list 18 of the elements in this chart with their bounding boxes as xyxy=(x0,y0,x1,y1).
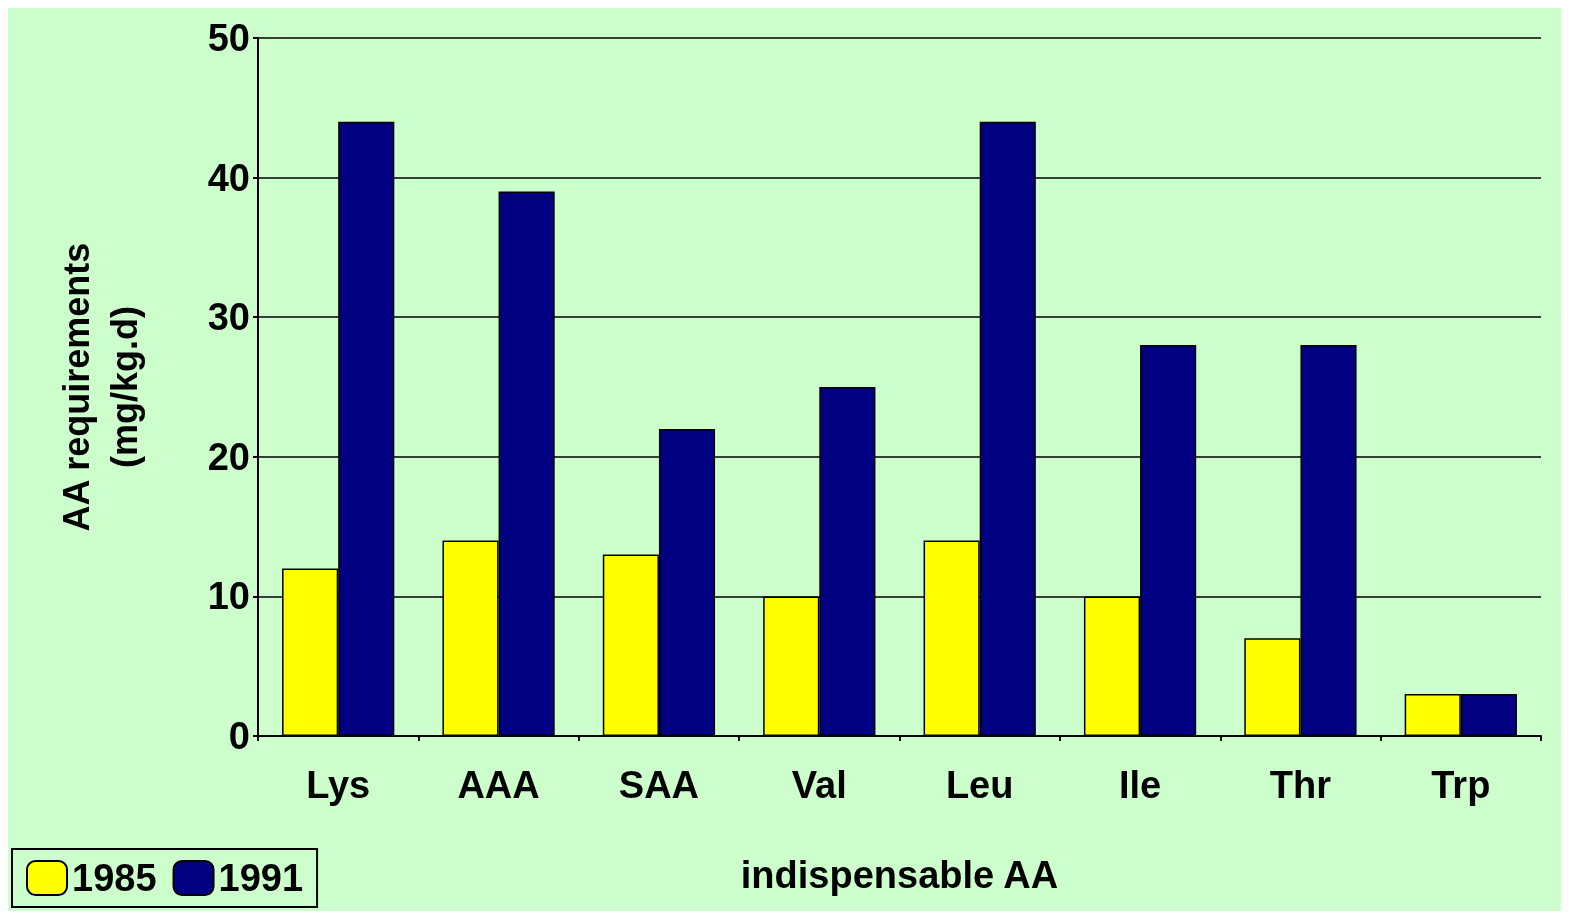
x-tick-label: Thr xyxy=(1269,764,1332,806)
x-tick-label: Ile xyxy=(1118,764,1162,806)
legend-label: 1991 xyxy=(218,857,304,899)
y-axis-title: AA requirements (mg/kg.d) xyxy=(55,242,145,532)
y-tick-label: 0 xyxy=(228,715,250,757)
y-tick-label: 50 xyxy=(207,17,250,59)
x-tick-label: Trp xyxy=(1431,764,1491,806)
y-tick-label: 30 xyxy=(207,296,250,339)
y-tick-label: 20 xyxy=(207,435,250,478)
legend-label: 1985 xyxy=(72,857,157,899)
x-tick-label: Val xyxy=(791,764,847,806)
x-tick-label: SAA xyxy=(618,764,700,806)
y-tick-label: 40 xyxy=(207,156,250,199)
y-tick-label: 10 xyxy=(207,575,250,618)
x-axis-title: indispensable AA xyxy=(740,854,1059,896)
x-tick-label: Leu xyxy=(945,764,1014,806)
x-tick-label: AAA xyxy=(457,764,540,806)
x-tick-label: Lys xyxy=(306,764,371,806)
